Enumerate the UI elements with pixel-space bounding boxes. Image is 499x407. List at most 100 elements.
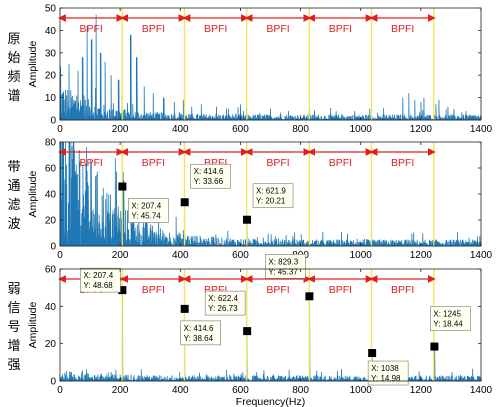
datatip-y: Y: 48.68	[83, 281, 113, 290]
x-tick-label: 1400	[470, 124, 493, 135]
side-char: 增	[7, 339, 21, 354]
bpfi-label: BPFI	[391, 157, 414, 169]
x-tick-label: 200	[112, 385, 129, 396]
x-tick-label: 400	[172, 385, 189, 396]
y-tick-label: 40	[45, 302, 57, 313]
x-tick-label: 1000	[350, 250, 373, 261]
datatip-box	[180, 320, 221, 346]
x-tick-label: 400	[172, 250, 189, 261]
side-char: 通	[7, 179, 21, 194]
x-tick-label: 1200	[410, 385, 433, 396]
x-tick-label: 1200	[410, 124, 433, 135]
datatip-marker	[180, 198, 189, 207]
datatip-y: Y: 18.44	[433, 320, 463, 329]
axes-frame	[59, 7, 482, 121]
datatip-y: Y: 38.64	[184, 334, 214, 343]
datatip-x: X: 621.9	[256, 187, 286, 196]
bpfi-label: BPFI	[266, 284, 289, 296]
y-tick-label: 0	[50, 242, 56, 253]
y-tick-label: 20	[45, 216, 57, 227]
bpfi-label: BPFI	[142, 23, 165, 35]
x-tick-label: 1400	[470, 385, 493, 396]
y-tick-label: 40	[45, 190, 57, 201]
y-tick-label: 80	[45, 138, 57, 149]
bpfi-label: BPFI	[79, 23, 102, 35]
datatip-box	[430, 306, 471, 331]
spectrum-line	[59, 290, 482, 382]
x-axis-label: Frequency(Hz)	[236, 396, 305, 407]
bpfi-label: BPFI	[79, 157, 102, 169]
x-tick-label: 600	[232, 250, 249, 261]
y-axis-label: Amplitude	[27, 41, 39, 88]
side-char: 带	[7, 160, 21, 175]
x-tick-label: 800	[292, 385, 309, 396]
side-char: 强	[7, 358, 21, 373]
datatip-y: Y: 20.21	[256, 197, 286, 206]
bpfi-label: BPFI	[391, 23, 414, 35]
datatip-marker	[243, 327, 252, 336]
datatip-x: X: 207.4	[131, 202, 161, 211]
side-char: 波	[7, 217, 21, 232]
y-tick-label: 20	[45, 339, 57, 350]
x-tick-label: 800	[292, 124, 309, 135]
datatip-x: X: 1038	[371, 364, 399, 373]
datatip-y: Y: 33.66	[194, 177, 224, 186]
y-tick-label: 0	[50, 377, 56, 388]
datatip-marker	[243, 215, 252, 224]
panel-2-side-label: 带 通 滤 波	[6, 158, 22, 234]
y-tick-label: 0	[50, 116, 56, 127]
x-tick-label: 600	[232, 124, 249, 135]
datatip-x: X: 829.3	[268, 257, 298, 266]
y-tick-label: 60	[45, 265, 57, 276]
x-tick-label: 1000	[350, 385, 373, 396]
datatip-marker	[118, 182, 127, 191]
axes-frame	[59, 268, 482, 382]
x-tick-label: 1000	[350, 124, 373, 135]
datatip-x: X: 414.6	[194, 167, 224, 176]
side-char: 滤	[7, 198, 21, 213]
y-axis-label: Amplitude	[27, 302, 39, 349]
side-char: 频	[7, 70, 21, 85]
datatip-marker	[430, 342, 439, 351]
y-tick-label: 60	[45, 164, 57, 175]
datatip-y: Y: 45.37	[268, 267, 298, 276]
datatip-box	[252, 183, 294, 209]
y-tick-label: 50	[45, 4, 57, 15]
datatip-y: Y: 26.73	[208, 304, 238, 313]
side-char: 原	[7, 32, 21, 47]
x-tick-label: 200	[112, 250, 129, 261]
side-char: 谱	[7, 89, 21, 104]
y-tick-label: 30	[45, 48, 57, 59]
datatip-marker	[368, 349, 377, 358]
y-tick-label: 10	[45, 93, 57, 104]
bpfi-label: BPFI	[142, 284, 165, 296]
bpfi-label: BPFI	[391, 284, 414, 296]
bpfi-label: BPFI	[142, 157, 165, 169]
x-tick-label: 0	[57, 124, 63, 135]
datatip-y: Y: 45.74	[131, 212, 161, 221]
side-char: 号	[7, 320, 21, 335]
y-tick-label: 40	[45, 26, 57, 37]
plot-area	[60, 269, 481, 381]
bpfi-label: BPFI	[329, 284, 352, 296]
x-tick-label: 600	[232, 385, 249, 396]
x-tick-label: 400	[172, 124, 189, 135]
datatip-marker	[118, 286, 127, 295]
datatip-box	[204, 290, 246, 316]
x-tick-label: 0	[57, 385, 63, 396]
y-axis-label: Amplitude	[27, 171, 39, 218]
datatip-marker	[305, 292, 314, 301]
bpfi-label: BPFI	[329, 157, 352, 169]
panel-1-side-label: 原 始 频 谱	[6, 30, 22, 106]
y-tick-label: 20	[45, 71, 57, 82]
datatip-marker	[180, 304, 189, 313]
side-char: 信	[7, 301, 21, 316]
spectrum-line	[59, 14, 482, 121]
datatip-x: X: 414.6	[184, 324, 214, 333]
bpfi-label: BPFI	[266, 157, 289, 169]
bpfi-label: BPFI	[329, 23, 352, 35]
